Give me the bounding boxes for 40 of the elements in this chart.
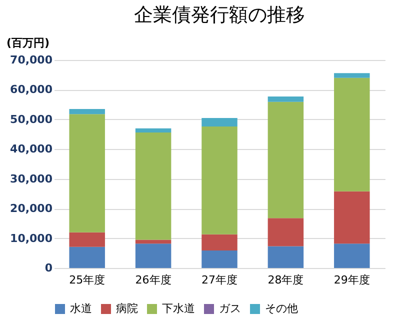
bar	[202, 118, 238, 127]
bar	[69, 246, 105, 268]
x-tick-label: 25年度	[69, 274, 106, 286]
legend-label: 下水道	[162, 302, 195, 315]
bar	[268, 218, 304, 246]
y-tick-label: 40,000	[10, 142, 53, 156]
bar	[334, 73, 370, 78]
legend-label: 水道	[70, 302, 92, 315]
bar	[69, 109, 105, 114]
bar	[69, 232, 105, 247]
bar	[69, 114, 105, 232]
y-tick-label: 60,000	[10, 83, 53, 96]
bar	[135, 240, 172, 244]
x-tick-label: 29年度	[334, 274, 370, 286]
bar	[135, 132, 172, 240]
y-tick-label: 70,000	[10, 54, 53, 66]
bar	[268, 246, 304, 268]
y-tick-label: 20,000	[10, 202, 53, 216]
y-axis-title: (百万円)	[6, 36, 50, 50]
bar	[135, 244, 172, 268]
y-tick-label: 50,000	[10, 112, 53, 126]
bar	[135, 128, 172, 133]
bar	[202, 234, 238, 250]
y-tick-label: 30,000	[10, 172, 53, 186]
chart-title: 企業債発行額の推移	[134, 4, 305, 26]
bar	[334, 191, 370, 244]
bar	[202, 250, 238, 268]
bar	[268, 96, 304, 102]
bar	[334, 78, 370, 192]
bar	[268, 102, 304, 218]
legend-label: その他	[265, 302, 298, 315]
x-tick-label: 26年度	[135, 274, 172, 286]
y-tick-label: 0	[44, 262, 53, 274]
y-tick-label: 10,000	[10, 232, 53, 245]
legend-label: ガス	[219, 302, 241, 315]
bar	[334, 244, 370, 268]
bar	[202, 126, 238, 234]
x-tick-label: 28年度	[268, 274, 304, 286]
legend-label: 病院	[116, 302, 138, 315]
x-tick-label: 27年度	[202, 274, 238, 286]
